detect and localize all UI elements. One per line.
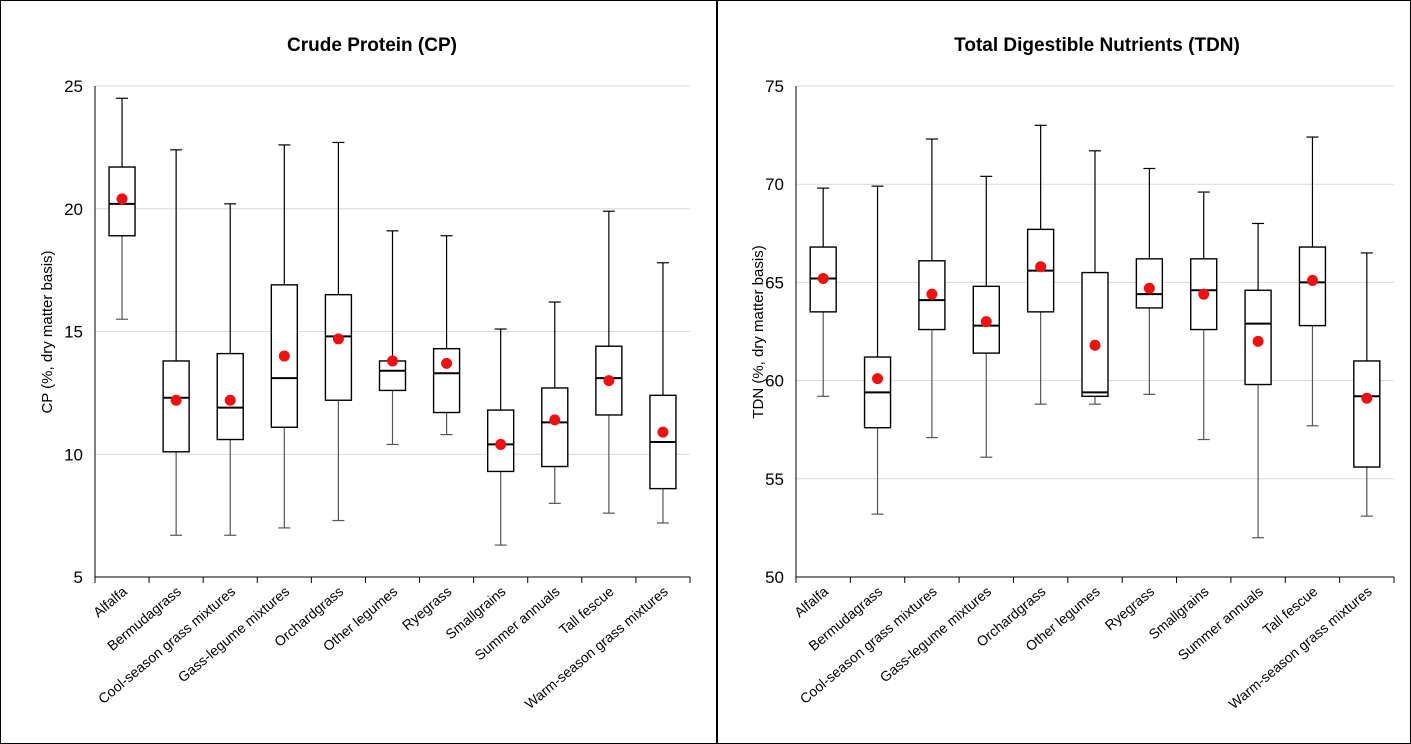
- box-cool-season-grass-mixtures: [216, 203, 244, 536]
- panel-divider: [716, 0, 718, 744]
- box-gass-legume-mixtures: [972, 175, 1000, 458]
- axis-layer: 505560657075AlfalfaBermudagrassCool-seas…: [765, 77, 1395, 712]
- mean-marker: [603, 375, 615, 387]
- box-summer-annuals: [1244, 222, 1272, 539]
- y-tick-label: 60: [765, 372, 784, 391]
- box-alfalfa: [108, 97, 136, 320]
- box-bermudagrass: [162, 149, 190, 536]
- chart-crude-protein: Crude Protein (CP) CP (%, dry matter bas…: [39, 35, 691, 712]
- mean-marker: [549, 414, 561, 426]
- mean-marker: [657, 426, 669, 438]
- y-tick-label: 50: [765, 568, 784, 587]
- mean-marker: [441, 357, 453, 369]
- chart-title: Crude Protein (CP): [287, 35, 457, 56]
- box-tall-fescue: [595, 210, 623, 514]
- box-smallgrains: [1190, 191, 1218, 441]
- iqr-box: [541, 387, 569, 468]
- x-category-label: Alfalfa: [791, 583, 831, 620]
- box-gass-legume-mixtures: [270, 144, 299, 529]
- box-warm-season-grass-mixtures: [1353, 252, 1381, 517]
- box-bermudagrass: [863, 185, 892, 515]
- box-layer: [809, 124, 1381, 539]
- mean-marker: [1143, 282, 1155, 294]
- y-tick-label: 65: [765, 273, 784, 292]
- mean-marker: [224, 394, 236, 406]
- mean-marker: [1252, 335, 1264, 347]
- box-summer-annuals: [541, 301, 569, 504]
- mean-marker: [170, 394, 182, 406]
- iqr-box: [1353, 360, 1381, 468]
- mean-marker: [1306, 274, 1318, 286]
- axis-layer: 510152025AlfalfaBermudagrassCool-season …: [64, 77, 691, 712]
- iqr-box: [1298, 246, 1327, 327]
- mean-marker: [495, 438, 507, 450]
- y-tick-label: 70: [765, 175, 784, 194]
- y-tick-label: 55: [765, 470, 784, 489]
- mean-marker: [926, 288, 938, 300]
- y-tick-label: 75: [765, 77, 784, 96]
- mean-marker: [332, 333, 344, 345]
- chart-tdn: Total Digestible Nutrients (TDN) TDN (%,…: [750, 35, 1395, 712]
- y-tick-label: 5: [74, 568, 83, 587]
- chart-title: Total Digestible Nutrients (TDN): [954, 35, 1240, 56]
- box-smallgrains: [486, 328, 515, 546]
- mean-marker: [1035, 261, 1047, 273]
- box-other-legumes: [1081, 150, 1109, 405]
- mean-marker: [278, 350, 290, 362]
- y-tick-label: 25: [64, 77, 83, 96]
- y-axis-label: CP (%, dry matter basis): [39, 250, 56, 413]
- box-ryegrass: [432, 235, 461, 436]
- mean-marker: [1361, 392, 1373, 404]
- box-warm-season-grass-mixtures: [649, 262, 677, 524]
- mean-marker: [1089, 339, 1101, 351]
- mean-marker: [872, 373, 884, 385]
- y-axis-label: TDN (%, dry matter basis): [750, 245, 767, 418]
- mean-marker: [116, 193, 128, 205]
- y-tick-label: 15: [64, 323, 83, 342]
- box-ryegrass: [1135, 167, 1164, 395]
- mean-marker: [387, 355, 398, 367]
- box-layer: [108, 97, 677, 546]
- mean-marker: [1198, 288, 1210, 300]
- box-cool-season-grass-mixtures: [918, 138, 946, 439]
- y-tick-label: 10: [64, 445, 83, 464]
- iqr-box: [162, 360, 190, 453]
- x-category-label: Alfalfa: [90, 583, 130, 620]
- iqr-box: [1081, 271, 1109, 398]
- box-orchardgrass: [324, 141, 353, 522]
- box-alfalfa: [809, 187, 837, 397]
- box-tall-fescue: [1298, 136, 1327, 427]
- box-other-legumes: [378, 230, 407, 446]
- mean-marker: [817, 272, 829, 284]
- mean-marker: [980, 316, 992, 328]
- y-tick-label: 20: [64, 200, 83, 219]
- box-orchardgrass: [1026, 124, 1055, 405]
- iqr-box: [324, 293, 353, 401]
